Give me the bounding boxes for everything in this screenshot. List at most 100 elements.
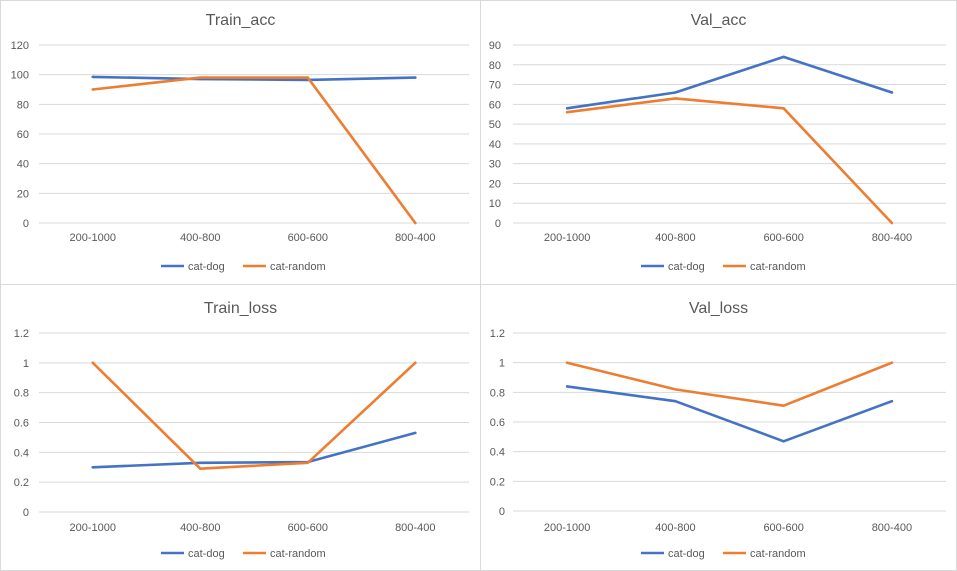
x-tick-label: 400-800 [655, 232, 695, 244]
data-point-cat-random [674, 388, 677, 391]
chart-panel-val-loss: Val_loss 0 0.2 0.4 0.6 0.8 1 1.2 200-1000 400-800… [480, 284, 957, 571]
legend-label-cat-dog: cat-dog [668, 261, 705, 273]
data-point-cat-dog [890, 91, 894, 94]
data-point-cat-dog [565, 385, 569, 388]
legend-label-cat-random: cat-random [750, 261, 806, 273]
y-tick-label: 10 [489, 198, 501, 210]
data-point-cat-dog [91, 466, 94, 469]
x-tick-label: 800-400 [872, 522, 912, 534]
data-point-cat-random [674, 97, 677, 100]
series-line-cat-dog [565, 385, 894, 443]
x-tick-label: 600-600 [288, 232, 328, 244]
series-line-cat-dog [91, 75, 417, 82]
legend-label-cat-random: cat-random [270, 261, 326, 273]
series-line-cat-dog [565, 55, 894, 110]
series-line-cat-random [91, 361, 417, 470]
data-point-cat-random [91, 88, 94, 91]
data-point-cat-random [306, 76, 309, 79]
y-tick-label: 50 [489, 119, 501, 131]
y-tick-label: 40 [489, 139, 501, 151]
y-tick-label: 0.4 [490, 447, 505, 459]
x-tick-label: 200-1000 [544, 232, 591, 244]
y-tick-label: 0 [23, 507, 29, 519]
y-tick-label: 1 [23, 358, 29, 370]
y-tick-label: 0.6 [14, 418, 29, 430]
data-point-cat-random [782, 107, 785, 110]
chart-title: Train_loss [204, 300, 277, 317]
legend-label-cat-dog: cat-dog [188, 548, 225, 560]
y-tick-label: 0 [23, 218, 29, 230]
chart-svg-train-acc: Train_acc 0 20 40 60 80 100 120 200-1000 400-800 6… [11, 12, 469, 273]
x-tick-label: 400-800 [180, 522, 220, 534]
data-point-cat-dog [91, 75, 94, 79]
chart-title: Val_acc [691, 12, 747, 29]
x-tick-label: 200-1000 [544, 522, 591, 534]
data-point-cat-random [565, 111, 569, 114]
legend-label-cat-random: cat-random [270, 548, 326, 560]
y-tick-label: 1.2 [490, 328, 505, 340]
y-tick-label: 0.4 [14, 447, 29, 459]
chart-panel-train-acc: Train_acc 0 20 40 60 80 100 120 200-1000 400-800 6… [0, 0, 481, 285]
x-tick-label: 600-600 [763, 232, 803, 244]
data-point-cat-random [199, 467, 202, 470]
y-tick-label: 80 [489, 60, 501, 72]
y-tick-label: 100 [11, 70, 29, 82]
data-point-cat-dog [565, 107, 569, 110]
data-point-cat-dog [199, 461, 202, 464]
data-point-cat-random [414, 221, 417, 225]
chart-svg-train-loss: Train_loss 0 0.2 0.4 0.6 0.8 1 1.2 200-1000 400-8… [14, 300, 469, 560]
x-tick-label: 600-600 [763, 522, 803, 534]
y-tick-label: 1 [499, 358, 505, 370]
data-point-cat-dog [674, 91, 677, 94]
y-tick-label: 0.2 [14, 477, 29, 489]
y-tick-label: 60 [489, 99, 501, 111]
data-point-cat-dog [782, 55, 785, 59]
y-tick-label: 70 [489, 80, 501, 92]
x-tick-label: 400-800 [180, 232, 220, 244]
legend-label-cat-dog: cat-dog [668, 548, 705, 560]
series-line-cat-random [565, 361, 894, 407]
data-point-cat-random [199, 76, 202, 79]
chart-title: Train_acc [206, 12, 276, 29]
x-tick-label: 800-400 [395, 522, 435, 534]
y-tick-label: 0.8 [14, 388, 29, 400]
legend-label-cat-random: cat-random [750, 548, 806, 560]
data-point-cat-dog [782, 440, 785, 443]
chart-svg-val-loss: Val_loss 0 0.2 0.4 0.6 0.8 1 1.2 200-1000 400-800… [490, 300, 946, 560]
y-tick-label: 0 [499, 506, 505, 518]
y-tick-label: 120 [11, 40, 29, 52]
x-tick-label: 200-1000 [70, 522, 117, 534]
chart-panel-val-acc: Val_acc 0 10 20 30 40 50 60 70 80 90 200-1000 400-80… [480, 0, 957, 285]
y-tick-label: 20 [17, 188, 29, 200]
data-point-cat-random [890, 221, 894, 225]
data-point-cat-dog [890, 400, 894, 403]
series-line-cat-random [565, 97, 894, 225]
data-point-cat-random [890, 361, 894, 364]
y-tick-label: 0.6 [490, 417, 505, 429]
y-tick-label: 80 [17, 99, 29, 111]
x-tick-label: 400-800 [655, 522, 695, 534]
data-point-cat-random [414, 361, 417, 365]
data-point-cat-random [91, 361, 94, 365]
y-tick-label: 40 [17, 159, 29, 171]
y-tick-label: 30 [489, 159, 501, 171]
series-line-cat-dog [91, 431, 417, 469]
y-tick-label: 0.8 [490, 387, 505, 399]
y-tick-label: 60 [17, 129, 29, 141]
y-tick-label: 1.2 [14, 328, 29, 340]
x-tick-label: 800-400 [872, 232, 912, 244]
data-point-cat-dog [414, 76, 417, 79]
data-point-cat-random [565, 361, 569, 364]
data-point-cat-random [306, 461, 309, 464]
chart-title: Val_loss [689, 300, 748, 317]
y-tick-label: 0.2 [490, 476, 505, 488]
legend-label-cat-dog: cat-dog [188, 261, 225, 273]
y-tick-label: 0 [495, 218, 501, 230]
y-tick-label: 90 [489, 40, 501, 52]
series-line-cat-random [91, 76, 417, 225]
x-tick-label: 600-600 [288, 522, 328, 534]
x-tick-label: 800-400 [395, 232, 435, 244]
chart-svg-val-acc: Val_acc 0 10 20 30 40 50 60 70 80 90 200-1000 400-80… [489, 12, 946, 273]
x-tick-label: 200-1000 [70, 232, 117, 244]
data-point-cat-random [782, 404, 785, 407]
